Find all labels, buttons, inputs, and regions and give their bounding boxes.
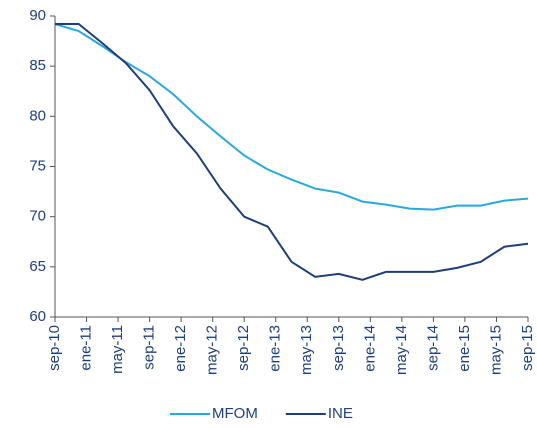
y-tick-label: 65: [29, 258, 46, 275]
x-tick-label: ene-11: [78, 325, 95, 371]
legend-label: MFOM: [212, 405, 258, 422]
x-tick-label: may-11: [109, 325, 126, 374]
x-tick-label: may-13: [298, 325, 315, 375]
line-series: [54, 23, 529, 211]
x-tick-label: ene-12: [172, 325, 189, 372]
y-tick-label: 85: [29, 57, 46, 74]
x-tick-label: may-12: [204, 325, 221, 375]
x-tick-label: may-15: [487, 325, 504, 375]
x-tick-label: ene-13: [267, 325, 284, 372]
x-tick-label: sep-13: [330, 325, 347, 371]
y-tick-label: 90: [29, 7, 46, 24]
legend-label: INE: [328, 405, 353, 422]
x-tick-label: sep-12: [235, 325, 252, 371]
x-tick-label: sep-15: [519, 325, 536, 371]
x-tick-label: ene-14: [361, 325, 378, 372]
x-tick-label: sep-14: [424, 325, 441, 371]
x-tick-label: sep-10: [46, 325, 63, 371]
y-tick-label: 70: [29, 208, 46, 225]
y-tick-label: 60: [29, 308, 46, 325]
x-tick-label: may-14: [393, 325, 410, 375]
x-tick-label: ene-15: [456, 325, 473, 372]
x-tick-label: sep-11: [141, 325, 158, 370]
y-tick-label: 80: [29, 107, 46, 124]
line-series: [55, 23, 529, 281]
y-tick-label: 75: [29, 157, 46, 174]
